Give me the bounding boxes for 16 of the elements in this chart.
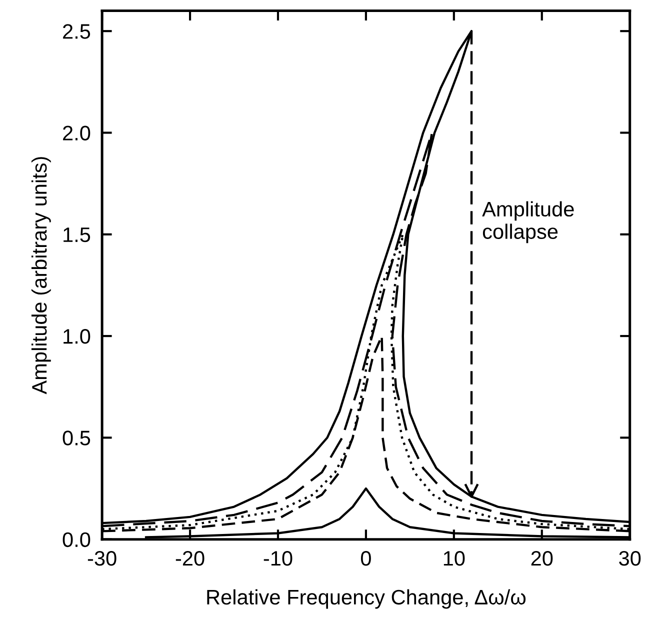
y-tick-label: 0.0 — [62, 532, 90, 548]
y-tick-label: 1.0 — [64, 329, 90, 344]
x-tick-label: 30 — [619, 550, 641, 566]
y-axis-title: Amplitude (arbitrary units) — [31, 157, 51, 394]
x-tick-label: 20 — [531, 550, 553, 566]
y-tick-label: 2.0 — [63, 126, 90, 140]
y-tick-label: 1.5 — [64, 228, 90, 242]
x-tick-label: 0 — [360, 550, 371, 566]
y-tick-label: 0.5 — [62, 430, 90, 446]
x-tick-label: -10 — [264, 550, 292, 566]
annotation: Amplitude collapse — [482, 201, 574, 244]
x-axis-title: Relative Frequency Change, Δω/ω — [207, 589, 526, 609]
x-tick-label: -20 — [176, 550, 204, 566]
y-tick-label: 2.5 — [63, 24, 90, 39]
x-tick-label: -30 — [88, 550, 116, 566]
x-tick-label: 10 — [444, 550, 465, 566]
